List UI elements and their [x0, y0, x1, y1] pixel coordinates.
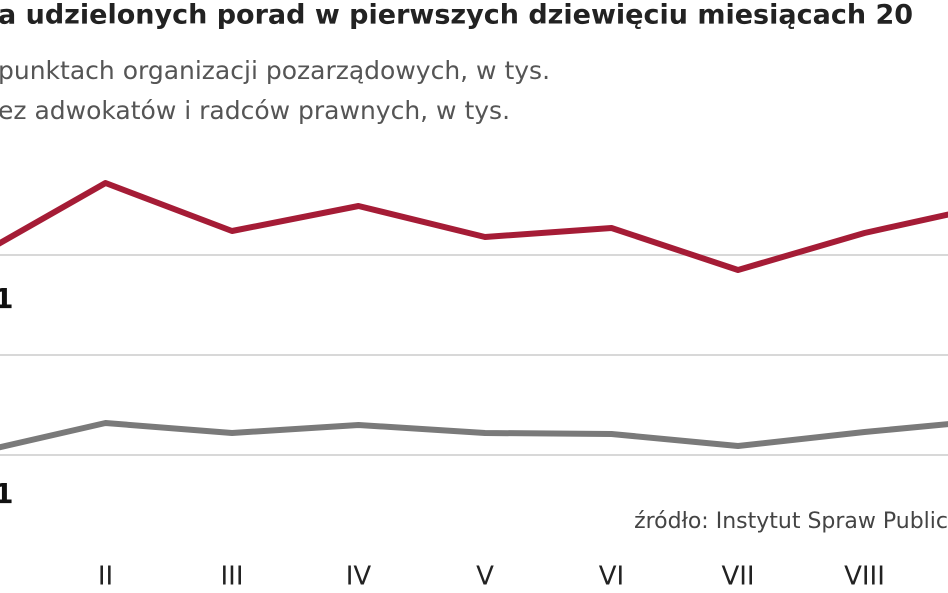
line-series — [0, 180, 948, 273]
line-series — [0, 420, 948, 451]
x-tick-label: IV — [346, 562, 372, 592]
legend-text: ez adwokatów i radców prawnych, w tys. — [0, 96, 510, 125]
source: źródło: Instytut Spraw Public — [634, 509, 948, 534]
x-tick-label: III — [220, 562, 243, 592]
x-tick-label: VI — [599, 562, 624, 592]
x-tick-label: II — [98, 562, 113, 592]
x-tick-label: VII — [721, 562, 754, 592]
x-tick-label: VIII — [844, 562, 885, 592]
x-tick-label: V — [476, 562, 494, 592]
legend-text: punktach organizacji pozarządowych, w ty… — [0, 56, 550, 85]
data-label: 1 — [0, 477, 13, 510]
data-label: 1 — [0, 282, 13, 315]
chart-title: a udzielonych porad w pierwszych dziewię… — [0, 0, 913, 31]
